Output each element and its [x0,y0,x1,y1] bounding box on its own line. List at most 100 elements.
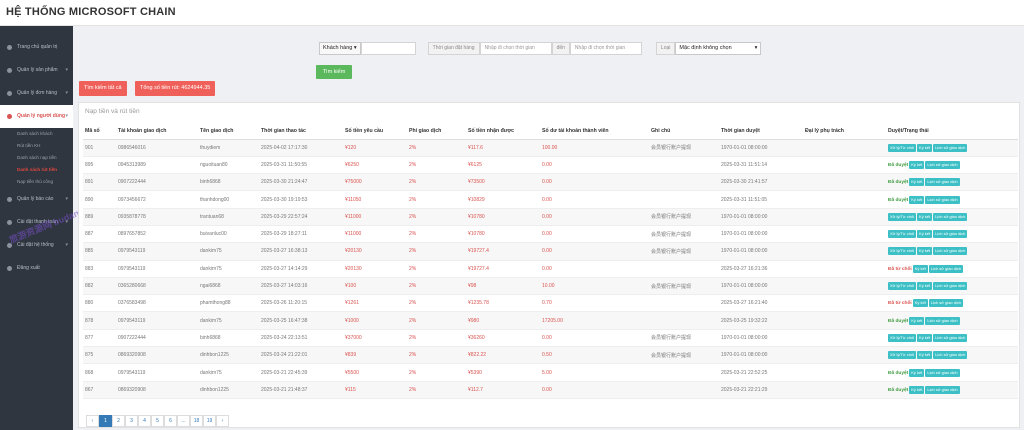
table-row: 875 0869320908 dinhbon1225 2025-03-24 21:22… [83,346,1018,365]
customer-input[interactable] [360,42,416,55]
sidebar-item-system-settings[interactable]: Cài đặt hệ thống ▾ [0,234,73,257]
history-button[interactable]: Lịch sử giao dịch [933,247,968,256]
cell-name: dankim75 [198,363,259,382]
cell-agent [803,363,886,382]
history-button[interactable]: Lịch sử giao dịch [933,143,968,152]
page-button[interactable]: › [216,415,229,427]
history-button[interactable]: Lịch sử giao dịch [925,178,960,187]
history-button[interactable]: Lịch sử giao dịch [925,160,960,169]
history-button[interactable]: Lịch sử giao dịch [925,368,960,377]
approve-reject-button[interactable]: Xử lý/Từ chối [888,212,917,221]
cell-name: ngai6868 [198,277,259,296]
page-button[interactable]: ‹ [86,415,99,427]
cell-note [649,381,719,399]
sign-button[interactable]: Ký kết [917,351,933,360]
history-button[interactable]: Lịch sử giao dịch [925,385,960,394]
page-button[interactable]: 1 [99,415,112,427]
sign-button[interactable]: Ký kết [917,230,933,239]
sidebar-item-users[interactable]: Quản lý người dùng ▾ [0,105,73,128]
cell-req: ¥20130 [343,260,407,278]
history-button[interactable]: Lịch sử giao dịch [928,299,964,308]
sign-button[interactable]: Ký kết [917,282,933,291]
history-button[interactable]: Lịch sử giao dịch [933,212,968,221]
sidebar-sub-manual-deposit[interactable]: Nạp tiền thủ công [17,179,54,184]
cell-id: 885 [83,242,116,261]
history-button[interactable]: Lịch sử giao dịch [928,264,964,273]
cell-bal: 10.00 [540,277,649,296]
cell-recv: ¥36260 [466,329,540,348]
sign-button[interactable]: Ký kết [909,178,925,187]
sign-button[interactable]: Ký kết [909,316,925,325]
sidebar-sub-withdrawals[interactable]: Danh sách rút tiền [17,167,58,172]
table-row: 880 0376583498 phamthong88 2025-03-26 11:20… [83,294,1018,313]
cell-recv: ¥5390 [466,363,540,382]
history-button[interactable]: Lịch sử giao dịch [933,282,968,291]
page-button[interactable]: 2 [112,415,125,427]
sign-button[interactable]: Ký kết [909,195,925,204]
cell-acc: 0979543119 [116,363,198,382]
sign-button[interactable]: Ký kết [912,299,928,308]
cell-id: 882 [83,277,116,296]
history-button[interactable]: Lịch sử giao dịch [925,195,960,204]
from-date-input[interactable]: Nhập đi chọn thời gian [479,42,552,55]
cell-bal: 17205.00 [540,311,649,330]
sign-button[interactable]: Ký kết [917,247,933,256]
sidebar-item-payment-settings[interactable]: Cài đặt thanh toán ▾ [0,211,73,234]
cell-name: binh6868 [198,173,259,192]
page-button[interactable]: 4 [138,415,151,427]
cell-req: ¥839 [343,346,407,365]
history-button[interactable]: Lịch sử giao dịch [933,230,968,239]
approve-reject-button[interactable]: Xử lý/Từ chối [888,230,917,239]
sidebar-sub-deposits[interactable]: Danh sách nạp tiền [17,155,57,160]
sign-button[interactable]: Ký kết [917,333,933,342]
page-button[interactable]: ... [177,415,190,427]
approve-reject-button[interactable]: Xử lý/Từ chối [888,247,917,256]
approve-reject-button[interactable]: Xử lý/Từ chối [888,143,917,152]
search-button[interactable]: Tìm kiếm [316,65,352,79]
cell-appr: 1970-01-01 08:00:00 [719,242,803,261]
page-button[interactable]: 18 [190,415,203,427]
sign-button[interactable]: Ký kết [909,160,925,169]
type-select[interactable]: Mặc định không chọn ▾ [675,42,762,55]
history-button[interactable]: Lịch sử giao dịch [925,316,960,325]
sidebar-item-reports[interactable]: Quản lý báo cáo ▾ [0,188,73,211]
cell-agent [803,190,886,209]
chevron-down-icon: ▾ [754,45,758,51]
sign-button[interactable]: Ký kết [917,143,933,152]
cell-bal: 0.00 [540,173,649,192]
history-button[interactable]: Lịch sử giao dịch [933,333,968,342]
sign-button[interactable]: Ký kết [912,264,928,273]
sidebar-sub-customer-withdraw[interactable]: Rút tiền KH [17,143,41,148]
to-date-input[interactable]: Nhập đi chọn thời gian [569,42,642,55]
cell-note: 会员银行账户提现 [649,225,719,244]
cell-id: 867 [83,381,116,399]
page-button[interactable]: 3 [125,415,138,427]
sidebar-item-dashboard[interactable]: Trang chủ quản trị [0,36,73,59]
page-button[interactable]: 19 [203,415,216,427]
cell-time: 2025-03-24 22:13:51 [259,329,343,348]
cell-acc: 0935878778 [116,208,198,226]
sign-button[interactable]: Ký kết [909,368,925,377]
approve-reject-button[interactable]: Xử lý/Từ chối [888,351,917,360]
sidebar-item-orders[interactable]: Quản lý đơn hàng ▾ [0,82,73,105]
cell-appr: 1970-01-01 08:00:00 [719,225,803,244]
sidebar-item-logout[interactable]: Đăng xuất [0,257,73,280]
history-button[interactable]: Lịch sử giao dịch [933,351,968,360]
cell-note: 会员银行账户提现 [649,346,719,365]
cell-time: 2025-03-25 16:47:38 [259,311,343,330]
sidebar-item-products[interactable]: Quản lý sản phẩm ▾ [0,59,73,82]
cell-note [649,156,719,175]
customer-select[interactable]: Khách hàng ▾ [319,42,361,55]
cell-appr: 2025-03-21 22:52:25 [719,363,803,382]
page-button[interactable]: 5 [151,415,164,427]
sign-button[interactable]: Ký kết [917,212,933,221]
sign-button[interactable]: Ký kết [909,385,925,394]
search-all-button[interactable]: Tìm kiếm tất cả [79,81,127,96]
withdraw-table: Mã số Tài khoản giao dịch Tên giao dịch Thờ… [83,123,1018,399]
approve-reject-button[interactable]: Xử lý/Từ chối [888,333,917,342]
cell-fee: 2% [407,156,466,175]
page-button[interactable]: 6 [164,415,177,427]
approve-reject-button[interactable]: Xử lý/Từ chối [888,282,917,291]
sidebar-sub-customers[interactable]: Danh sách khách [17,131,53,136]
cell-time: 2025-03-27 14:03:16 [259,277,343,296]
